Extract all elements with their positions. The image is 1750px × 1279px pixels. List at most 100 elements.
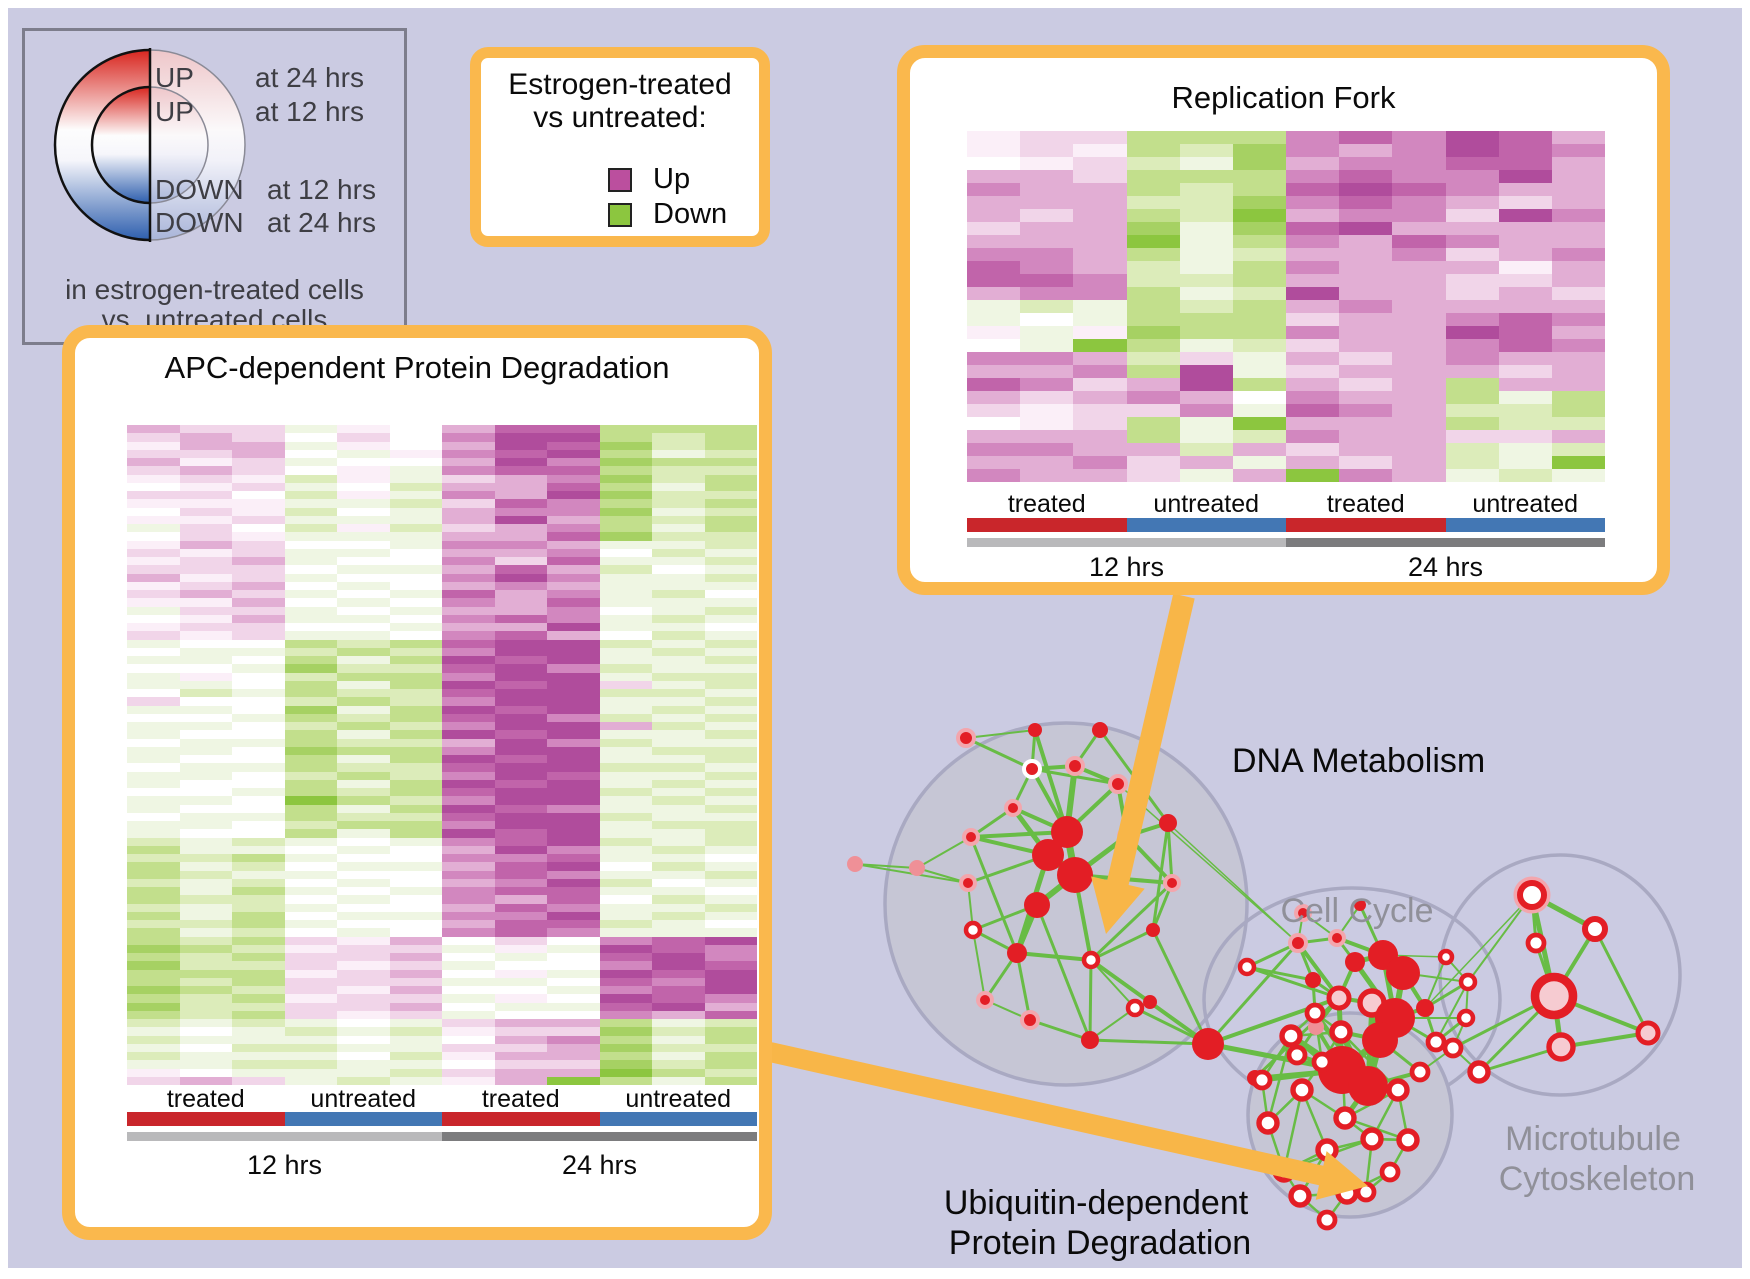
heatmap-cell xyxy=(179,1076,232,1085)
gene-node xyxy=(1458,972,1478,992)
heatmap-cell xyxy=(547,986,600,995)
heatmap-cell xyxy=(337,639,390,648)
heatmap-cell xyxy=(284,590,337,599)
heatmap-cell xyxy=(337,433,390,442)
heatmap-cell xyxy=(442,1027,495,1036)
heatmap-cell xyxy=(704,796,757,805)
heatmap-cell xyxy=(1073,430,1127,443)
heatmap-cell xyxy=(1445,300,1499,313)
heatmap-row xyxy=(967,157,1606,170)
heatmap-cell xyxy=(1286,235,1340,248)
heatmap-cell xyxy=(284,796,337,805)
heatmap-cell xyxy=(232,755,285,764)
heatmap-cell xyxy=(127,466,180,475)
heatmap-row xyxy=(127,433,757,442)
gene-node xyxy=(1425,1031,1447,1053)
heatmap-cell xyxy=(1232,404,1287,417)
heatmap-cell xyxy=(652,837,705,846)
heatmap-cell xyxy=(337,1060,390,1069)
heatmap-cell xyxy=(547,1019,600,1028)
heatmap-cell xyxy=(652,895,705,904)
heatmap-cell xyxy=(1232,235,1287,248)
heatmap-cell xyxy=(1126,391,1180,404)
treatment-bar xyxy=(284,1112,442,1126)
heatmap-cell xyxy=(389,713,442,722)
heatmap-cell xyxy=(389,936,442,945)
heatmap-cell xyxy=(232,449,285,458)
heatmap-cell xyxy=(599,573,652,582)
network-edge xyxy=(1151,821,1170,932)
heatmap-cell xyxy=(547,722,600,731)
heatmap-cell xyxy=(284,474,337,483)
heatmap-cell xyxy=(1232,456,1287,469)
timepoint-labels: 12 hrs 24 hrs xyxy=(967,552,1605,582)
heatmap-cell xyxy=(1179,274,1233,287)
heatmap-cell xyxy=(179,763,232,772)
heatmap-cell xyxy=(337,977,390,986)
heatmap-cell xyxy=(127,1002,180,1011)
heatmap-cell xyxy=(284,1027,337,1036)
heatmap-cell xyxy=(127,796,180,805)
heatmap-cell xyxy=(127,854,180,863)
heatmap-cell xyxy=(389,779,442,788)
heatmap-cell xyxy=(599,1002,652,1011)
heatmap-cell xyxy=(337,697,390,706)
heatmap-cell xyxy=(442,928,495,937)
heatmap-cell xyxy=(1498,352,1552,365)
heatmap-cell xyxy=(389,631,442,640)
heatmap-cell xyxy=(179,713,232,722)
heatmap-cell xyxy=(1498,443,1552,456)
heatmap-cell xyxy=(232,1052,285,1061)
heatmap-cell xyxy=(652,656,705,665)
heatmap-cell xyxy=(1339,287,1393,300)
heatmap-cell xyxy=(704,689,757,698)
heatmap-cell xyxy=(442,936,495,945)
heatmap-row xyxy=(127,515,757,524)
heatmap-cell xyxy=(179,730,232,739)
heatmap-cell xyxy=(179,837,232,846)
heatmap-cell xyxy=(704,598,757,607)
heatmap-cell xyxy=(284,944,337,953)
heatmap-cell xyxy=(1498,222,1552,235)
heatmap-cell xyxy=(232,862,285,871)
heatmap-cell xyxy=(232,573,285,582)
heatmap-cell xyxy=(389,573,442,582)
heatmap-cell xyxy=(442,788,495,797)
heatmap-cell xyxy=(1498,378,1552,391)
heatmap-cell xyxy=(967,170,1021,183)
heatmap-cell xyxy=(1020,469,1074,482)
heatmap-cell xyxy=(442,565,495,574)
heatmap-cell xyxy=(232,598,285,607)
heatmap-cell xyxy=(442,771,495,780)
heatmap-cell xyxy=(494,474,547,483)
timepoint-bar xyxy=(967,538,1286,547)
heatmap-cell xyxy=(389,606,442,615)
heatmap-row xyxy=(127,755,757,764)
heatmap-cell xyxy=(599,1043,652,1052)
heatmap-cell xyxy=(1286,417,1340,430)
heatmap-cell xyxy=(704,845,757,854)
heatmap-cell xyxy=(337,680,390,689)
heatmap-cell xyxy=(389,977,442,986)
heatmap-cell xyxy=(547,573,600,582)
heatmap-cell xyxy=(652,705,705,714)
heatmap-cell xyxy=(704,895,757,904)
heatmap-cell xyxy=(704,656,757,665)
heatmap-cell xyxy=(1445,248,1499,261)
heatmap-cell xyxy=(232,689,285,698)
network-edge xyxy=(1015,951,1093,962)
connector-arrow xyxy=(1091,593,1195,934)
heatmap-cell xyxy=(442,425,495,434)
heatmap-row xyxy=(127,738,757,747)
heatmap-cell xyxy=(967,469,1021,482)
heatmap-cell xyxy=(547,829,600,838)
heatmap-cell xyxy=(1286,300,1340,313)
heatmap-cell xyxy=(1179,326,1233,339)
heatmap-row xyxy=(127,829,757,838)
heatmap-cell xyxy=(704,631,757,640)
column-group-label: treated xyxy=(1007,490,1086,518)
heatmap-cell xyxy=(442,920,495,929)
heatmap-cell xyxy=(1286,287,1340,300)
heatmap-cell xyxy=(547,491,600,500)
heatmap-cell xyxy=(232,656,285,665)
